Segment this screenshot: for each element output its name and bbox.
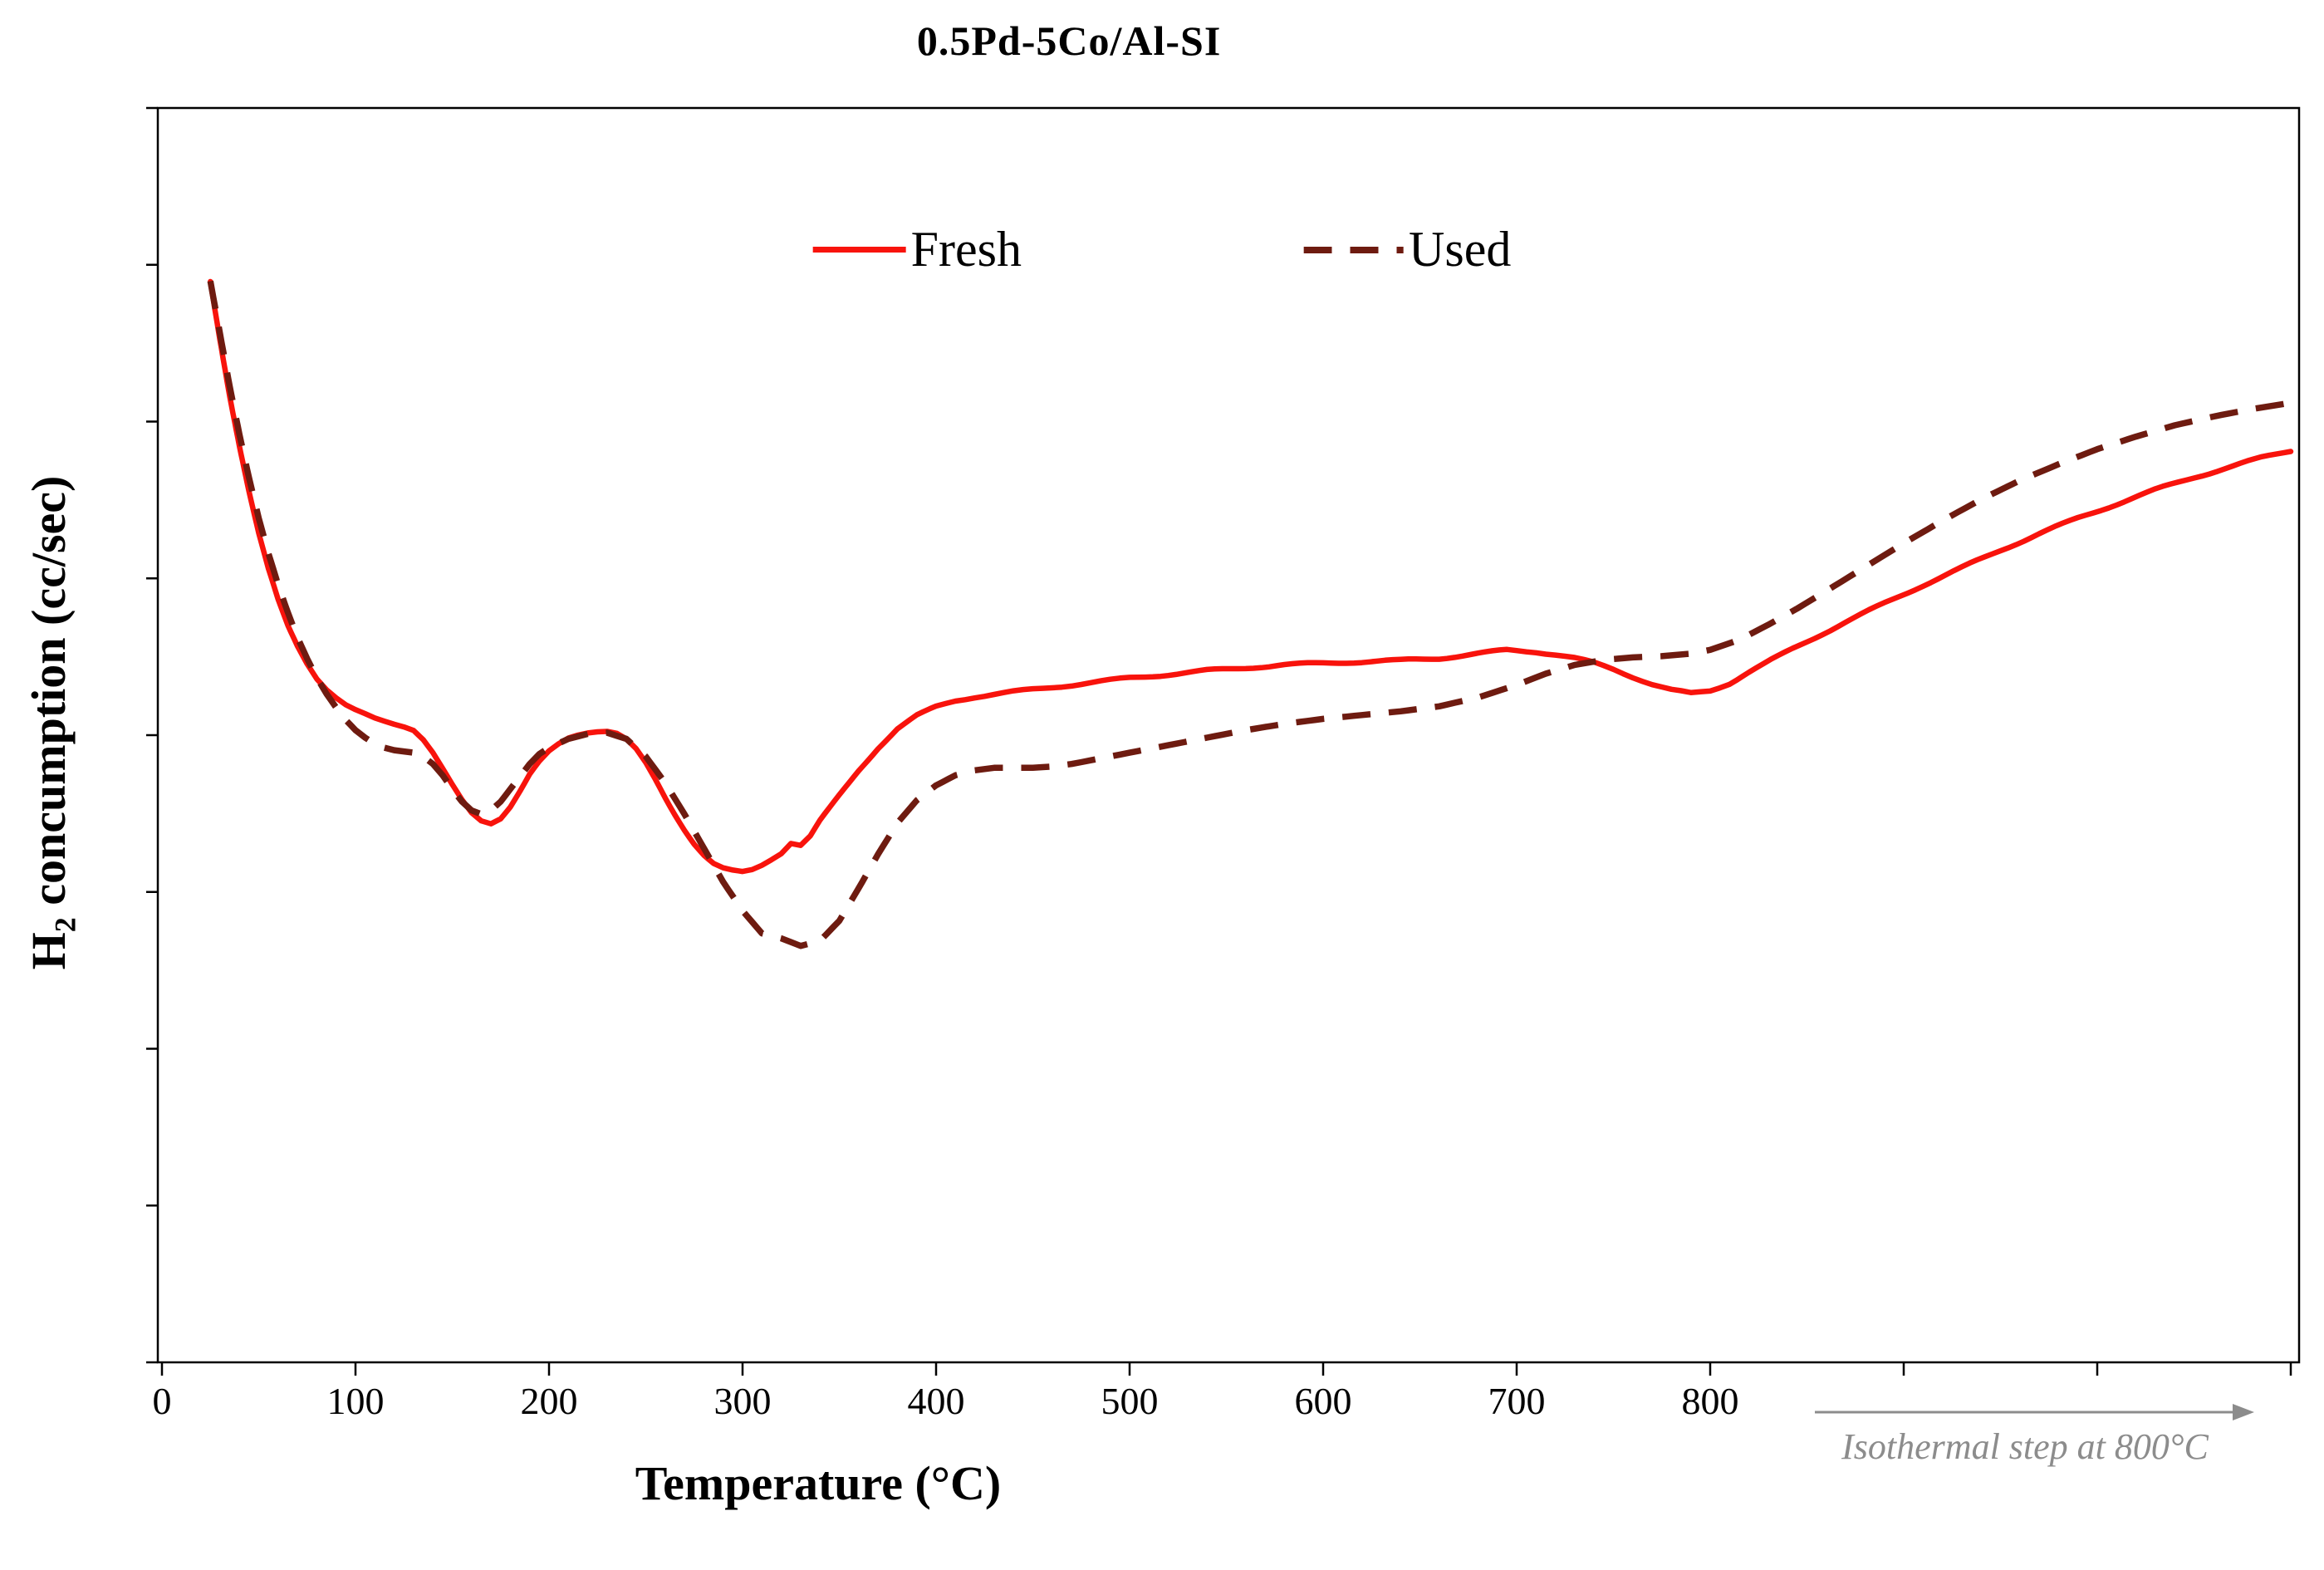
used-line-swatch-icon [1304, 246, 1405, 253]
series-used-line [207, 280, 2292, 949]
legend: Fresh Used [812, 221, 1511, 278]
x-axis-label: Temperature (°C) [635, 1456, 1002, 1510]
legend-label-fresh: Fresh [910, 222, 1022, 277]
series-fresh-line [208, 278, 2294, 875]
legend-item-used: Used [1304, 221, 1511, 278]
chart-title: 0.5Pd-5Co/Al-SI [916, 17, 1222, 64]
legend-item-fresh: Fresh [812, 221, 1022, 278]
isothermal-annotation: Isothermal step at 800°C [1841, 1426, 2209, 1467]
legend-label-used: Used [1409, 222, 1512, 277]
fresh-line-swatch-icon [812, 247, 906, 253]
isothermal-arrow-head-icon [2233, 1404, 2254, 1420]
